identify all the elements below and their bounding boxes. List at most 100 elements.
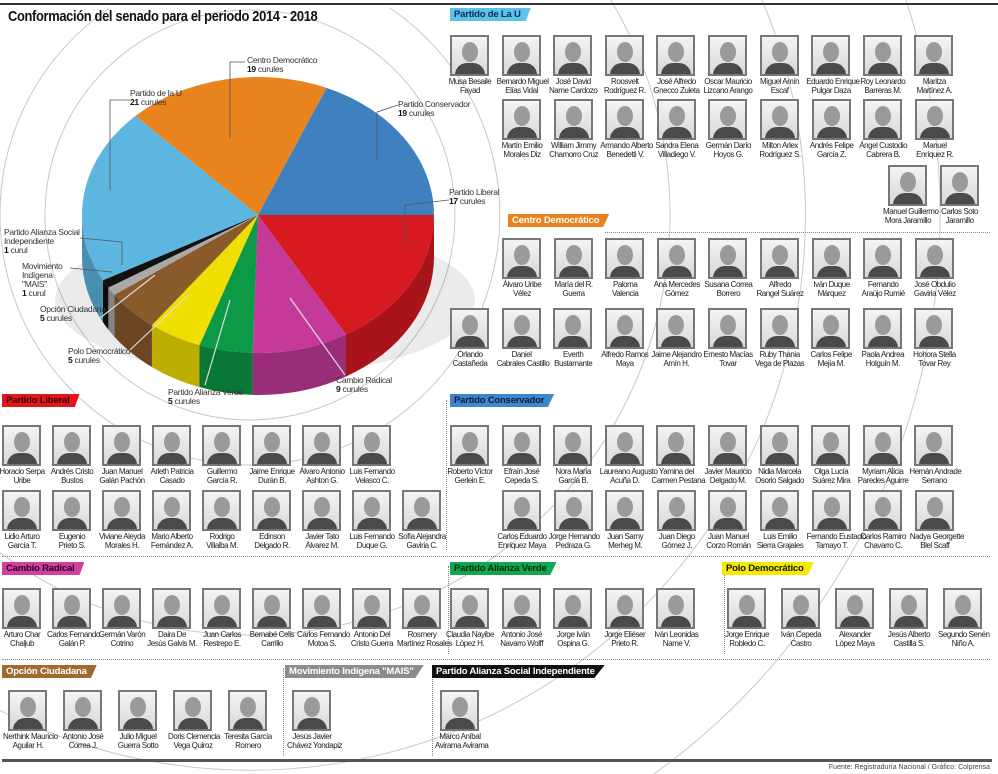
senator-card: Roy Leonardo Barreras M. bbox=[858, 35, 908, 95]
divider bbox=[605, 232, 990, 233]
senator-photo bbox=[604, 35, 644, 76]
person-head-icon bbox=[668, 245, 685, 265]
senator-name-line: Jaramillo bbox=[945, 216, 974, 225]
senator-card: Nerthink Mauricio Aguilar H. bbox=[3, 690, 58, 750]
senator-name-line: Antonio José bbox=[501, 630, 543, 639]
person-head-icon bbox=[20, 697, 36, 717]
senator-name-line: Restrepo E. bbox=[203, 639, 241, 648]
senator-name-line: Castilla S. bbox=[893, 639, 925, 648]
senator-name-line: Orlando bbox=[457, 350, 483, 359]
senator-name: Daniel Cabrales Castillo bbox=[497, 350, 550, 368]
senator-photo bbox=[2, 490, 41, 531]
senator-name: Antonio José Navarro Wolff bbox=[497, 630, 547, 648]
senator-name-line: Daira De bbox=[158, 630, 186, 639]
senator-photo bbox=[708, 35, 747, 76]
senator-photo bbox=[862, 308, 902, 349]
senator-name-line: Eduardo Enrique bbox=[806, 77, 860, 86]
party-header: Partido Conservador bbox=[450, 394, 555, 407]
senator-name-line: Sofía Alejandra bbox=[398, 532, 446, 541]
senator-name: Ángel Custodio Cabrera B. bbox=[858, 141, 908, 159]
person-body-icon bbox=[257, 453, 287, 464]
senator-photo bbox=[450, 35, 489, 76]
person-head-icon bbox=[75, 697, 91, 717]
senator-name-line: Edinson bbox=[259, 532, 285, 541]
senator-name-line: Roy Leonardo bbox=[860, 77, 906, 86]
senator-name-line: Antonio José bbox=[62, 732, 104, 741]
senator-photo bbox=[228, 690, 267, 731]
person-head-icon bbox=[514, 106, 530, 126]
senator-photo bbox=[352, 490, 391, 531]
pie-label-party: Partido de la U bbox=[130, 88, 182, 98]
person-head-icon bbox=[720, 315, 736, 335]
senator-name: Iván Leonidas Name V. bbox=[651, 630, 701, 648]
person-head-icon bbox=[214, 432, 230, 452]
senator-name-line: Musa Besaile bbox=[448, 77, 492, 86]
senator-card: Juan Manuel Galán Pachón bbox=[97, 425, 147, 485]
person-head-icon bbox=[114, 432, 130, 452]
senator-name: Olga Lucía Suárez Mira bbox=[806, 467, 856, 485]
person-body-icon bbox=[407, 616, 437, 627]
senator-name: Juan Manuel Corzo Román bbox=[703, 532, 753, 550]
senator-name-line: María del R. bbox=[554, 280, 594, 289]
senator-name-line: Germán Varón bbox=[98, 630, 146, 639]
party-header: Partido de La U bbox=[450, 8, 531, 21]
senator-name-line: Bustamante bbox=[554, 359, 593, 368]
person-head-icon bbox=[513, 42, 530, 62]
person-head-icon bbox=[164, 595, 180, 615]
senator-name-line: Carrillo bbox=[261, 639, 283, 648]
senator-photo bbox=[656, 238, 696, 279]
person-body-icon bbox=[893, 193, 923, 204]
senator-name: Efraín José Cepeda S. bbox=[497, 467, 547, 485]
senator-name-line: Fernández A. bbox=[150, 541, 194, 550]
senator-name-line: Galán Pachón bbox=[99, 476, 145, 485]
person-body-icon bbox=[609, 336, 640, 347]
senator-card: Juan Diego Gómez J. bbox=[652, 490, 702, 550]
senator-name-line: Paredes Aguirre bbox=[857, 476, 909, 485]
senator-name-line: Correa J. bbox=[68, 741, 98, 750]
person-head-icon bbox=[414, 497, 430, 517]
senator-card: Jorge Hernando Pedraza G. bbox=[549, 490, 600, 550]
senator-name-line: Carlos Fernando bbox=[47, 630, 100, 639]
person-body-icon bbox=[610, 518, 641, 529]
senator-photo bbox=[760, 99, 799, 140]
senator-photo bbox=[402, 588, 441, 629]
senator-card: Olga Lucía Suárez Mira bbox=[806, 425, 856, 485]
senator-card: Antonio José Navarro Wolff bbox=[497, 588, 547, 648]
person-body-icon bbox=[233, 718, 263, 729]
senator-photo bbox=[914, 308, 954, 349]
senator-photo bbox=[759, 308, 799, 349]
senator-name: Juan Carlos Restrepo E. bbox=[197, 630, 247, 648]
senator-photo bbox=[502, 238, 541, 279]
senator-name: Lidio Arturo García T. bbox=[0, 532, 47, 550]
senator-card: Juan Manuel Corzo Román bbox=[703, 490, 753, 550]
person-head-icon bbox=[514, 497, 530, 517]
person-head-icon bbox=[414, 595, 430, 615]
senator-name: María del R. Guerra bbox=[549, 280, 599, 298]
senator-name-line: Efraín José bbox=[503, 467, 540, 476]
senator-card: Edinson Delgado R. bbox=[247, 490, 297, 550]
senator-card: Julio Miguel Guerra Sotto bbox=[113, 690, 163, 750]
senator-name-line: Guerra Sotto bbox=[117, 741, 159, 750]
senator-name-line: Uribe bbox=[13, 476, 31, 485]
senator-name-line: Guerra bbox=[562, 289, 585, 298]
senator-name: Luis Fernando Velasco C. bbox=[347, 467, 397, 485]
senator-photo bbox=[727, 588, 766, 629]
senator-name-line: Andrés Cristo bbox=[50, 467, 94, 476]
senator-name-line: Chavarro C. bbox=[864, 541, 903, 550]
person-head-icon bbox=[875, 497, 892, 517]
senator-photo bbox=[863, 99, 903, 140]
person-body-icon bbox=[919, 266, 950, 277]
person-body-icon bbox=[455, 63, 485, 74]
person-head-icon bbox=[720, 497, 737, 517]
pie-label-unit: curules bbox=[459, 196, 486, 206]
senator-card: Segundo Senén Niño A. bbox=[938, 588, 990, 648]
senator-card: Ernesto Macías Tovar bbox=[703, 308, 753, 368]
senator-name-line: Iván Leonidas bbox=[654, 630, 699, 639]
senator-photo bbox=[656, 425, 696, 466]
person-body-icon bbox=[609, 616, 640, 627]
pie-label: Centro Democrático 19 curules bbox=[247, 56, 317, 74]
senator-name-line: Carlos Fernando bbox=[297, 630, 350, 639]
senator-photo bbox=[8, 690, 47, 731]
divider bbox=[283, 668, 284, 756]
